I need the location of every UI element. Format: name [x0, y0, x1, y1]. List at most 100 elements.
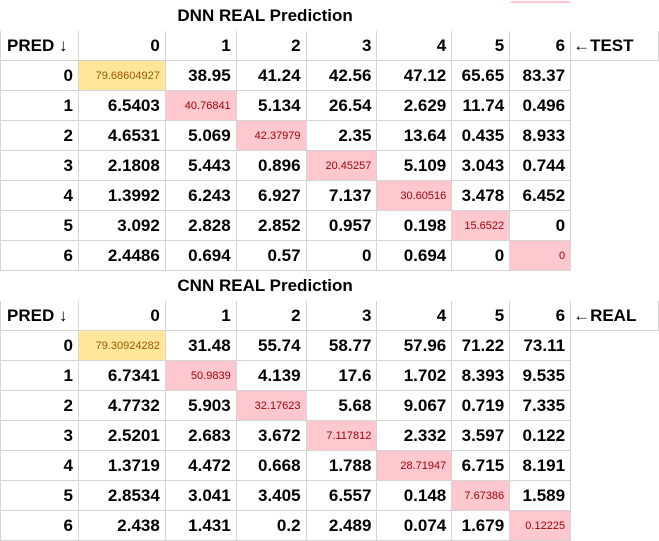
table-cell: 5.68 — [305, 390, 378, 421]
empty-cell — [570, 450, 659, 481]
table-cell: 4.472 — [164, 450, 237, 481]
empty-cell — [570, 150, 659, 181]
table-cell: 5.109 — [376, 150, 453, 181]
table-cell: 71.22 — [451, 330, 511, 361]
table-cell: 42.56 — [305, 60, 378, 91]
table-cell: 6.715 — [451, 450, 511, 481]
row-header: 1 — [0, 360, 79, 391]
column-header: 0 — [77, 300, 166, 331]
section-title-row: CNN REAL Prediction — [0, 270, 659, 301]
table-cell: 3.405 — [235, 480, 307, 511]
table-cell: 1.589 — [509, 480, 572, 511]
table-row: 5 3.092 2.828 2.852 0.957 0.198 15.6522 0 — [0, 210, 659, 241]
table-cell: 0.896 — [235, 150, 307, 181]
table-row: 4 1.3719 4.472 0.668 1.788 28.71947 6.715 8.191 — [0, 450, 659, 481]
empty-cell — [570, 510, 659, 541]
table-row: 0 79.30924282 31.48 55.74 58.77 57.96 71.22 73.… — [0, 330, 659, 361]
table-cell: 26.54 — [305, 90, 378, 121]
empty-cell — [0, 270, 79, 301]
column-header: 4 — [376, 300, 453, 331]
table-row: 6 2.438 1.431 0.2 2.489 0.074 1.679 0.12225 — [0, 510, 659, 541]
table-cell: 41.24 — [235, 60, 307, 91]
table-cell: 83.37 — [509, 60, 572, 91]
column-header: 3 — [305, 300, 378, 331]
table-cell: 3.597 — [451, 420, 511, 451]
column-header: 5 — [451, 30, 511, 61]
table-cell: 0.668 — [235, 450, 307, 481]
column-header-row: PRED ↓ 0 1 2 3 4 5 6 ←REAL — [0, 300, 659, 331]
table-cell: 4.7732 — [77, 390, 166, 421]
row-header: 6 — [0, 240, 79, 271]
axis-note: ←REAL — [570, 300, 659, 331]
column-header: 6 — [509, 30, 572, 61]
table-cell: 5.134 — [235, 90, 307, 121]
pred-axis-label: PRED ↓ — [0, 30, 79, 61]
column-header: 3 — [305, 30, 378, 61]
table-cell: 0.122 — [509, 420, 572, 451]
table-cell: 6.243 — [164, 180, 237, 211]
table-row: 1 6.5403 40.76841 5.134 26.54 2.629 11.74 0.496 — [0, 90, 659, 121]
table-cell: 2.852 — [235, 210, 307, 241]
empty-cell — [570, 60, 659, 91]
table-cell: 1.788 — [305, 450, 378, 481]
table-cell: 73.11 — [509, 330, 572, 361]
table-cell: 8.933 — [509, 120, 572, 151]
table-cell: 2.8534 — [77, 480, 166, 511]
diagonal-cell: 32.17623 — [235, 390, 307, 421]
column-header: 2 — [235, 30, 307, 61]
table-cell: 0.435 — [451, 120, 511, 151]
section-title: CNN REAL Prediction — [77, 270, 453, 301]
table-cell: 0 — [305, 240, 378, 271]
row-header: 5 — [0, 480, 79, 511]
table-row: 2 4.6531 5.069 42.37979 2.35 13.64 0.435 8.933 — [0, 120, 659, 151]
table-cell: 17.6 — [305, 360, 378, 391]
table-row: 6 2.4486 0.694 0.57 0 0.694 0 0 — [0, 240, 659, 271]
table-cell: 1.3992 — [77, 180, 166, 211]
empty-cell — [570, 330, 659, 361]
column-header: 0 — [77, 30, 166, 61]
empty-cell — [570, 390, 659, 421]
diagonal-cell: 79.30924282 — [77, 330, 166, 361]
diagonal-cell: 20.45257 — [305, 150, 378, 181]
empty-cell — [570, 90, 659, 121]
table-cell: 11.74 — [451, 90, 511, 121]
table-cell: 2.489 — [305, 510, 378, 541]
empty-cell — [509, 0, 572, 31]
section-title: DNN REAL Prediction — [77, 0, 453, 31]
table-cell: 0.957 — [305, 210, 378, 241]
column-header: 2 — [235, 300, 307, 331]
table-cell: 7.137 — [305, 180, 378, 211]
empty-cell — [0, 0, 79, 31]
table-cell: 3.043 — [451, 150, 511, 181]
empty-cell — [570, 180, 659, 211]
table-cell: 1.431 — [164, 510, 237, 541]
table-cell: 5.069 — [164, 120, 237, 151]
table-cell: 5.903 — [164, 390, 237, 421]
column-header: 1 — [164, 30, 237, 61]
column-header-row: PRED ↓ 0 1 2 3 4 5 6 ←TEST — [0, 30, 659, 61]
empty-cell — [570, 420, 659, 451]
row-header: 3 — [0, 420, 79, 451]
table-cell: 6.557 — [305, 480, 378, 511]
table-row: 0 79.68604927 38.95 41.24 42.56 47.12 65.65 83.… — [0, 60, 659, 91]
table-cell: 58.77 — [305, 330, 378, 361]
table-cell: 9.067 — [376, 390, 453, 421]
table-row: 1 6.7341 50.9839 4.139 17.6 1.702 8.393 9.535 — [0, 360, 659, 391]
diagonal-cell: 0 — [509, 240, 572, 271]
row-header: 2 — [0, 390, 79, 421]
table-cell: 5.443 — [164, 150, 237, 181]
diagonal-cell: 0.12225 — [509, 510, 572, 541]
table-cell: 0.148 — [376, 480, 453, 511]
table-cell: 4.139 — [235, 360, 307, 391]
row-header: 0 — [0, 60, 79, 91]
row-header: 2 — [0, 120, 79, 151]
diagonal-cell: 15.6522 — [451, 210, 511, 241]
table-cell: 7.335 — [509, 390, 572, 421]
table-cell: 0.694 — [164, 240, 237, 271]
row-header: 5 — [0, 210, 79, 241]
table-cell: 2.5201 — [77, 420, 166, 451]
row-header: 4 — [0, 180, 79, 211]
empty-cell — [570, 270, 659, 301]
table-cell: 31.48 — [164, 330, 237, 361]
